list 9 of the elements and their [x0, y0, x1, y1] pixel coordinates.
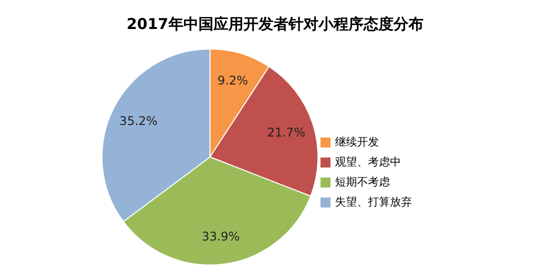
data-label: 9.2% [218, 73, 248, 88]
legend-label: 短期不考虑 [335, 176, 390, 188]
data-label: 21.7% [267, 126, 306, 140]
chart-title: 2017年中国应用开发者针对小程序态度分布 [126, 15, 424, 33]
legend-label: 观望、考虑中 [335, 156, 401, 168]
data-label: 33.9% [202, 229, 240, 244]
legend-label: 失望、打算放弃 [335, 196, 412, 208]
legend-label: 继续开发 [335, 136, 379, 148]
data-label: 35.2% [119, 114, 158, 128]
